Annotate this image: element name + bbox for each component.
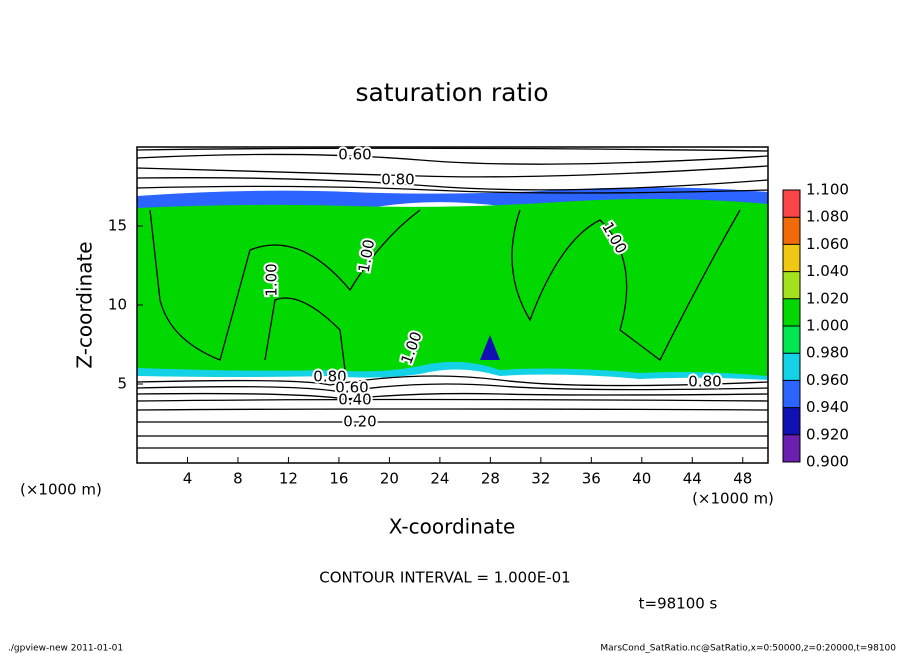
y-tick-label: 15: [108, 217, 127, 235]
x-tick-label: 8: [233, 470, 243, 488]
colorbar-band: [783, 271, 800, 299]
field: [137, 187, 768, 380]
colorbar-band: [783, 407, 800, 435]
y-tick-label: 5: [117, 375, 127, 393]
colorbar-label: 0.920: [806, 425, 849, 443]
x-tick-label: 12: [279, 470, 298, 488]
colorbar-band: [783, 326, 800, 354]
colorbar-label: 1.000: [806, 317, 849, 335]
colorbar-band: [783, 353, 800, 381]
x-tick-label: 24: [430, 470, 449, 488]
colorbar-label: 0.980: [806, 344, 849, 362]
colorbar-band: [783, 244, 800, 272]
colorbar-label: 0.960: [806, 371, 849, 389]
x-tick-label: 40: [632, 470, 651, 488]
colorbar-label: 1.040: [806, 262, 849, 280]
colorbar-label: 1.080: [806, 208, 849, 226]
x-axis-label: X-coordinate: [389, 515, 516, 539]
contour-label: 0.40: [338, 391, 371, 409]
footer: MarsCond_SatRatio.nc@SatRatio,x=0:50000,…: [600, 644, 896, 654]
x-tick-label: 4: [183, 470, 193, 488]
field-band: [480, 335, 500, 360]
footer: ./gpview-new 2011-01-01: [8, 644, 123, 654]
y-axis-label: Z-coordinate: [73, 241, 97, 368]
x-tick-label: 28: [481, 470, 500, 488]
contour-label: 0.20: [343, 413, 376, 431]
x-tick-label: 48: [733, 470, 752, 488]
colorbar-band: [783, 190, 800, 218]
time-label: t=98100 s: [639, 595, 718, 613]
x-tick-label: 16: [329, 470, 348, 488]
contour-label: 1.00: [263, 263, 281, 296]
field-band: [137, 361, 768, 380]
contour-label: 0.60: [338, 146, 371, 164]
colorbar-label: 1.020: [806, 289, 849, 307]
x-tick-label: 36: [582, 470, 601, 488]
x-tick-label: 44: [683, 470, 702, 488]
contour-label: 0.80: [688, 373, 721, 391]
x-unit: (×1000 m): [20, 481, 102, 499]
colorbar-band: [783, 298, 800, 326]
colorbar-label: 1.100: [806, 181, 849, 199]
field-band: [137, 198, 768, 378]
colorbar-label: 0.940: [806, 398, 849, 416]
colorbar-band: [783, 380, 800, 408]
colorbar-label: 0.900: [806, 453, 849, 471]
colorbar-band: [783, 434, 800, 462]
y-tick-label: 10: [108, 296, 127, 314]
colorbar-band: [783, 217, 800, 245]
x-tick-label: 20: [380, 470, 399, 488]
contour-label: 0.60: [335, 379, 368, 397]
contour-label: 0.80: [381, 171, 414, 189]
x-tick-label: 32: [531, 470, 550, 488]
contour-interval: CONTOUR INTERVAL = 1.000E-01: [319, 569, 570, 587]
x-unit: (×1000 m): [692, 490, 774, 508]
colorbar-label: 1.060: [806, 235, 849, 253]
contours: [136, 147, 769, 449]
contour-label: 0.80: [313, 368, 346, 386]
chart-title: saturation ratio: [355, 78, 548, 107]
